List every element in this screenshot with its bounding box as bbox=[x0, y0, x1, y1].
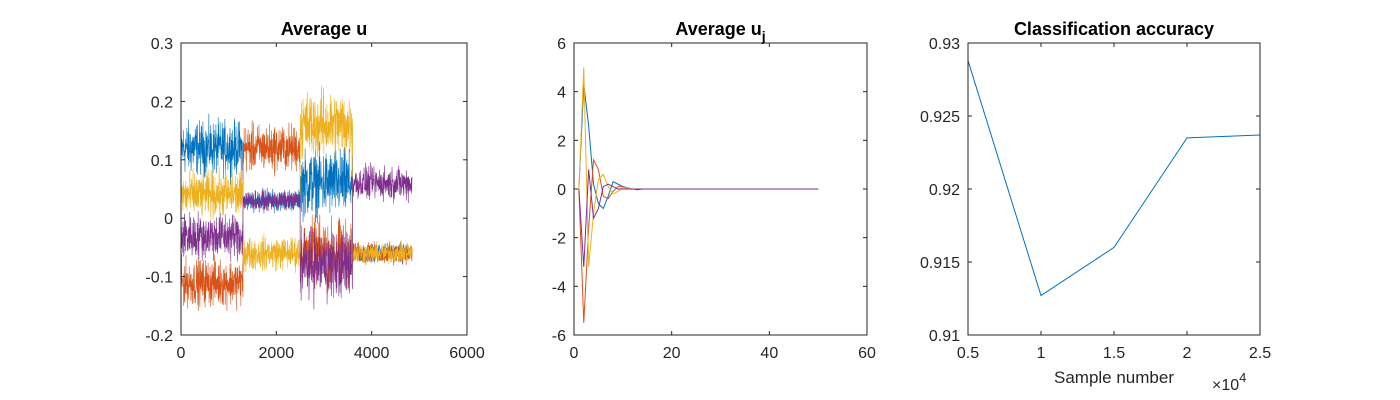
plot-area bbox=[967, 42, 1261, 336]
y-tick-label: 0.3 bbox=[151, 36, 173, 53]
y-tick-label: 0.92 bbox=[929, 182, 960, 199]
chart-title: Classification accuracy bbox=[1014, 19, 1214, 39]
chart-title: Average uj bbox=[675, 19, 765, 44]
series-group bbox=[578, 67, 819, 323]
y-tick-label: 0.91 bbox=[929, 328, 960, 345]
x-tick-label: 4000 bbox=[354, 345, 390, 362]
chart-title: Average u bbox=[281, 19, 367, 39]
y-tick-label: -0.2 bbox=[145, 328, 173, 345]
x-exponent-label: ×104 bbox=[1212, 370, 1246, 394]
x-tick-label: 60 bbox=[858, 345, 876, 362]
x-tick-label: 2 bbox=[1183, 345, 1192, 362]
subplot-1: 0 2000 4000 6000 -0.2 -0.1 0 0.1 0.2 0.3 Average u bbox=[145, 19, 484, 362]
y-tick-label: 6 bbox=[557, 36, 566, 53]
y-tick-label: 0.93 bbox=[929, 36, 960, 53]
x-tick-label: 6000 bbox=[449, 345, 485, 362]
series-line-4 bbox=[578, 169, 819, 267]
x-tick-label: 2000 bbox=[259, 345, 295, 362]
x-tick-label: 0.5 bbox=[957, 345, 979, 362]
y-tick-label: 0.2 bbox=[151, 94, 173, 111]
x-tick-label: 1.5 bbox=[1103, 345, 1125, 362]
y-tick-label: 0 bbox=[164, 211, 173, 228]
chart-title-subscript: j bbox=[761, 28, 766, 44]
series-group bbox=[181, 85, 413, 312]
y-tick-label: -6 bbox=[552, 328, 566, 345]
x-tick-label: 1 bbox=[1037, 345, 1046, 362]
series-line-4 bbox=[181, 162, 413, 310]
y-tick-label: -0.1 bbox=[145, 270, 173, 287]
x-tick-label: 2.5 bbox=[1249, 345, 1271, 362]
y-tick-label: 0.925 bbox=[920, 109, 960, 126]
series-group bbox=[968, 60, 1260, 297]
x-tick-label: 40 bbox=[760, 345, 778, 362]
series-line-3 bbox=[181, 85, 413, 273]
y-tick-label: 0.915 bbox=[920, 255, 960, 272]
x-axis-label: Sample number bbox=[1054, 368, 1174, 387]
y-tick-label: 2 bbox=[557, 133, 566, 150]
series-line-1 bbox=[968, 60, 1260, 297]
y-tick-label: 0.1 bbox=[151, 153, 173, 170]
x-tick-label: 0 bbox=[570, 345, 579, 362]
x-tick-label: 0 bbox=[177, 345, 186, 362]
subplot-2: 0 20 40 60 -6 -4 -2 0 2 4 6 Average uj bbox=[552, 19, 876, 362]
y-tick-label: -4 bbox=[552, 279, 566, 296]
subplot-3: 0.5 1 1.5 2 2.5 0.91 0.915 0.92 0.925 0.93 Classif… bbox=[920, 19, 1271, 394]
y-tick-label: 0 bbox=[557, 182, 566, 199]
x-tick-label: 20 bbox=[663, 345, 681, 362]
y-tick-label: 4 bbox=[557, 85, 566, 102]
x-exponent-power: 4 bbox=[1239, 370, 1246, 385]
y-tick-label: -2 bbox=[552, 231, 566, 248]
